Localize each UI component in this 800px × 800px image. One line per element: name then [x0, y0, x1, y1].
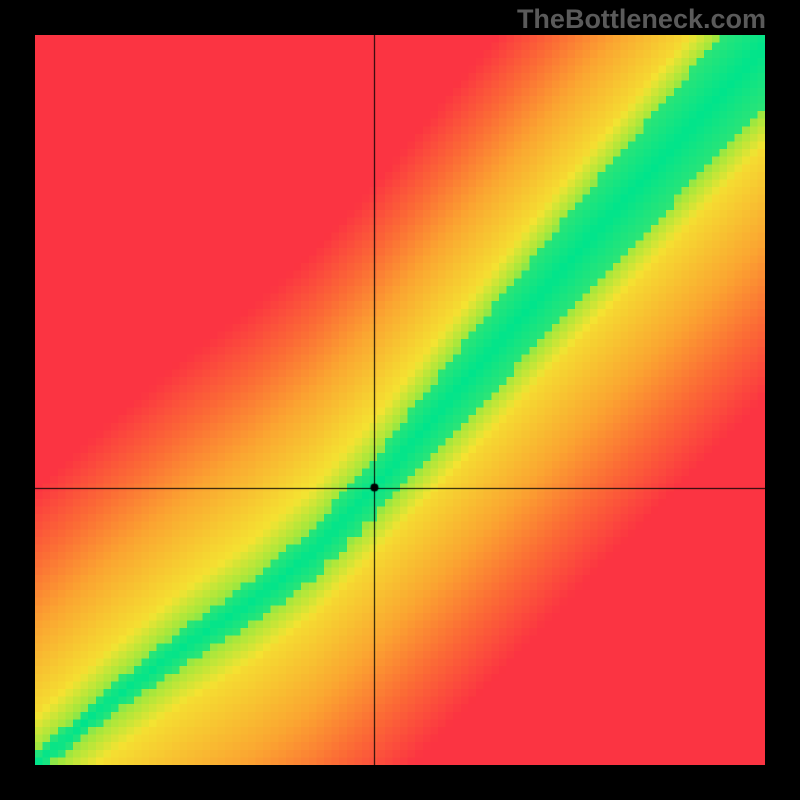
chart-container: TheBottleneck.com — [0, 0, 800, 800]
crosshair-overlay — [35, 35, 765, 765]
watermark-text: TheBottleneck.com — [517, 4, 766, 35]
